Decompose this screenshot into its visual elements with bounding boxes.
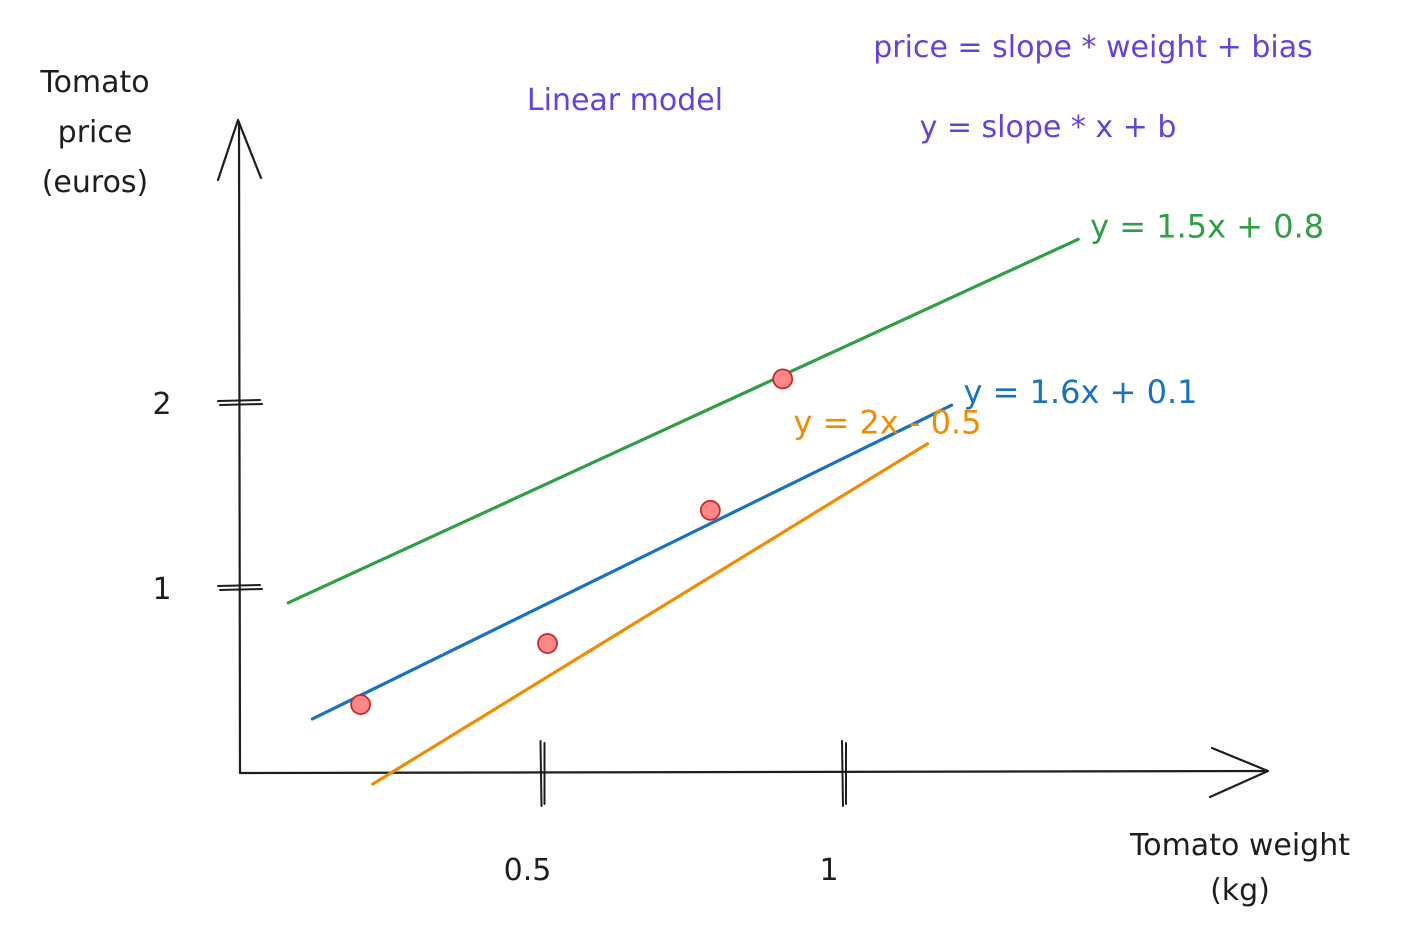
x-tick-label-1: 1 — [819, 853, 838, 888]
y-tick-label-0: 1 — [152, 572, 171, 607]
y-axis-label-line-1: Tomato — [39, 65, 149, 100]
x-axis-label-line-2: (kg) — [1210, 873, 1270, 908]
x-axis-label-line-1: Tomato weight — [1129, 828, 1350, 863]
y-axis-label-line-3: (euros) — [42, 165, 149, 200]
y-axis-arrowhead — [216, 118, 263, 182]
y-axis-line — [237, 120, 242, 775]
data-point-1 — [537, 633, 558, 654]
model-line-0 — [286, 237, 1080, 605]
y-tick-label-1: 2 — [152, 387, 171, 422]
data-point-3 — [772, 368, 794, 390]
x-axis-line — [238, 769, 1270, 775]
x-tick-mark-0 — [539, 740, 546, 807]
model-line-label-0: y = 1.5x + 0.8 — [1090, 207, 1324, 245]
axes — [216, 118, 1270, 799]
data-point-0 — [350, 694, 372, 715]
model-line-label-2: y = 2x - 0.5 — [793, 404, 981, 442]
y-axis-label: Tomato price (euros) — [39, 65, 149, 200]
model-line-1 — [310, 403, 954, 721]
x-axis-arrowhead — [1208, 746, 1270, 799]
x-tick-mark-1 — [841, 740, 847, 807]
y-axis-label-line-2: price — [58, 115, 133, 150]
y-tick-mark-0 — [217, 584, 263, 591]
formula-symbols: y = slope * x + b — [920, 110, 1177, 145]
model-lines: y = 1.5x + 0.8 y = 1.6x + 0.1y = 2x - 0.5 — [286, 207, 1324, 786]
model-title: Linear model — [527, 83, 723, 118]
model-line-label-1: y = 1.6x + 0.1 — [964, 373, 1198, 411]
model-line-2 — [371, 442, 930, 786]
data-points — [350, 368, 794, 715]
y-tick-mark-1 — [217, 399, 263, 406]
x-axis-label: Tomato weight (kg) — [1129, 828, 1350, 908]
annotations: Linear model price = slope * weight + bi… — [527, 30, 1313, 145]
x-tick-label-0: 0.5 — [504, 853, 552, 888]
data-point-2 — [699, 499, 721, 521]
ticks: 0.5 1 1 2 — [152, 387, 847, 888]
formula-words: price = slope * weight + bias — [873, 30, 1313, 65]
